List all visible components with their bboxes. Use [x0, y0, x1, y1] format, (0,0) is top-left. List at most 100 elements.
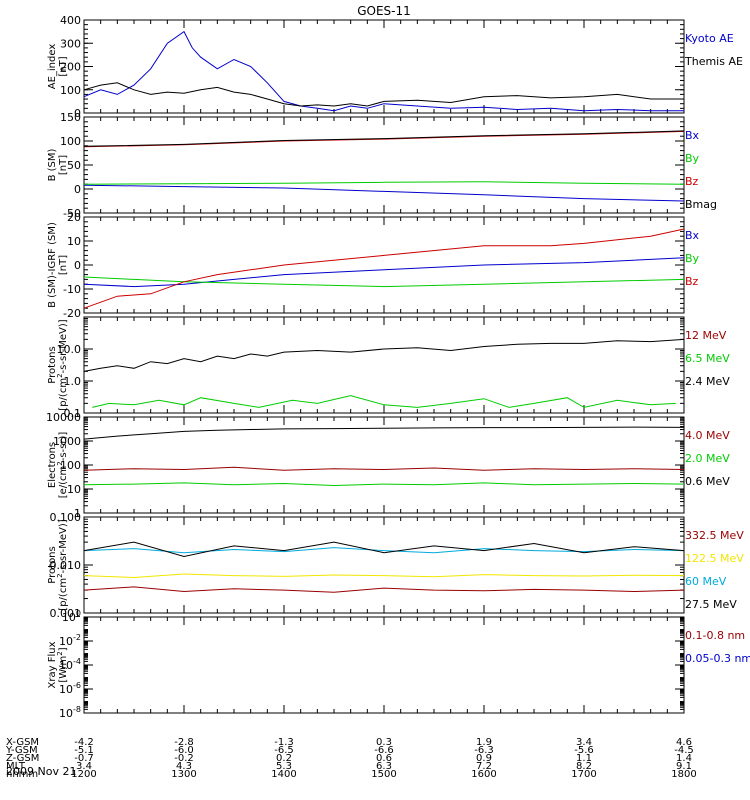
x-axis-value: 7.2	[476, 761, 492, 772]
legend-entry: 4.0 MeV	[685, 429, 730, 442]
legend-entry: 122.5 MeV	[685, 552, 744, 565]
series-line	[83, 181, 685, 185]
y-axis-label: AE_index[nT]	[47, 44, 69, 90]
panel-frame	[83, 416, 685, 514]
legend-entry: Bz	[685, 175, 699, 188]
legend-entry: 6.5 MeV	[685, 352, 730, 365]
x-axis-value: -0.2	[174, 753, 194, 764]
series-line	[83, 338, 685, 372]
panel-1: 0 100 200 300 400 AE_index[nT] Kyoto AE Themis …	[47, 14, 743, 120]
y-tick-label: 1.0	[64, 375, 82, 388]
y-tick-label: 0	[74, 259, 81, 272]
x-axis-value: 1200	[71, 769, 96, 780]
x-axis-value: 1500	[371, 769, 396, 780]
x-axis-row-label: X-GSM	[6, 737, 39, 748]
y-tick-label: 0	[74, 183, 81, 196]
panel-frame	[83, 19, 685, 114]
x-axis-value: 0.2	[276, 753, 292, 764]
series-line	[83, 547, 685, 554]
x-axis-value: 1700	[571, 769, 596, 780]
y-tick-label: 300	[60, 37, 81, 50]
x-axis-row-label: Y-GSM	[5, 745, 38, 756]
series-line	[83, 426, 685, 440]
x-axis-value: 3.4	[576, 737, 592, 748]
y-axis-label: B (SM)[nT]	[47, 148, 69, 181]
x-axis-value: 0.3	[376, 737, 392, 748]
x-axis-value: 4.6	[676, 737, 692, 748]
series-line	[83, 228, 685, 309]
x-axis-value: 0.9	[476, 753, 492, 764]
y-tick-label: 10000	[46, 411, 81, 424]
y-tick-label: 10	[67, 235, 81, 248]
y-axis-label: B (SM)-IGRF (SM)[nT]	[47, 222, 69, 308]
y-tick-label: 400	[60, 14, 81, 27]
y-tick-label: 50	[67, 159, 81, 172]
y-tick-label: 100	[60, 459, 81, 472]
y-axis-label: Electrons[e/(cm2-s-sr)]	[47, 432, 69, 499]
y-tick-label: 150	[60, 111, 81, 124]
panel-frame	[83, 316, 685, 414]
series-line	[83, 573, 685, 579]
chart-title: GOES-11	[357, 4, 411, 18]
legend-entry: 27.5 MeV	[685, 598, 737, 611]
y-tick-label: 10	[67, 483, 81, 496]
legend-entry: Bmag	[685, 198, 717, 211]
series-line	[83, 276, 685, 288]
legend-entry: Kyoto AE	[685, 32, 734, 45]
x-axis-value: -4.2	[74, 737, 94, 748]
series-line	[83, 586, 685, 593]
series-line	[83, 82, 684, 107]
series-line	[83, 466, 685, 471]
panel-frame	[83, 616, 685, 714]
legend-entry: 0.05-0.3 nm	[685, 652, 750, 665]
x-axis-value: -6.3	[474, 745, 494, 756]
legend-entry: 332.5 MeV	[685, 529, 744, 542]
x-axis-value: 9.1	[676, 761, 692, 772]
series-line	[83, 482, 685, 487]
legend-entry: 12 MeV	[685, 329, 727, 342]
series-line	[83, 257, 685, 288]
legend-entry: 0.1-0.8 nm	[685, 629, 745, 642]
y-tick-label: 1000	[53, 435, 81, 448]
legend-entry: Bx	[685, 129, 700, 142]
x-axis-value: 3.4	[76, 761, 92, 772]
y-tick-label: 0.100	[50, 511, 82, 524]
panel-frame	[83, 216, 685, 314]
legend-entry: 2.4 MeV	[685, 375, 730, 388]
x-axis-value: -1.3	[274, 737, 294, 748]
x-axis-value: 1.4	[676, 753, 692, 764]
x-axis-value: -6.6	[374, 745, 394, 756]
x-axis-value: 1300	[171, 769, 196, 780]
y-tick-label: 100	[60, 84, 81, 97]
legend-entry: Bz	[685, 275, 699, 288]
y-axis-label: Protons[p/(cm2-s-sr-MeV)]	[47, 319, 69, 410]
series-line	[83, 130, 685, 147]
date-label: 2009 Nov 21	[6, 765, 76, 778]
x-axis-value: 1.1	[576, 753, 592, 764]
y-tick-label: 1	[74, 507, 81, 520]
x-axis-value: -6.0	[174, 745, 194, 756]
y-tick-label: 10-2	[59, 633, 81, 648]
x-axis-value: 8.2	[576, 761, 592, 772]
panel-frame	[83, 516, 685, 614]
x-axis-value: -5.6	[574, 745, 594, 756]
y-tick-label: -20	[63, 307, 81, 320]
legend-entry: Bx	[685, 229, 700, 242]
y-tick-label: 200	[60, 61, 81, 74]
legend-entry: 2.0 MeV	[685, 452, 730, 465]
y-tick-label: 0.010	[50, 559, 82, 572]
y-tick-label: 0	[74, 107, 81, 120]
y-tick-label: 10.0	[57, 343, 82, 356]
legend-entry: 0.6 MeV	[685, 475, 730, 488]
y-tick-label: 20	[67, 211, 81, 224]
panel-6: 0.001 0.010 0.100Protons[p/(cm2-s-sr-MeV)]…	[47, 511, 744, 620]
y-tick-label: 100	[60, 135, 81, 148]
x-axis-value: 0.6	[376, 753, 392, 764]
x-axis-value: 1800	[671, 769, 696, 780]
legend-entry: Themis AE	[684, 55, 743, 68]
legend-entry: 60 MeV	[685, 575, 727, 588]
x-axis-value: -2.8	[174, 737, 194, 748]
